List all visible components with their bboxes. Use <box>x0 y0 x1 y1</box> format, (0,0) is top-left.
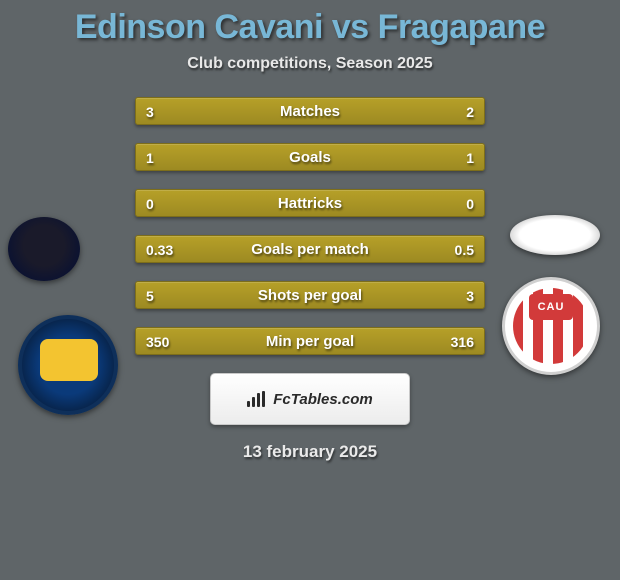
subtitle: Club competitions, Season 2025 <box>0 55 620 73</box>
stat-left: 3 <box>146 98 154 124</box>
stat-right: 316 <box>451 328 474 354</box>
player1-photo-icon <box>8 217 80 281</box>
stat-row: 350 Min per goal 316 <box>135 327 485 355</box>
stat-left: 0.33 <box>146 236 173 262</box>
brand-card: FcTables.com <box>210 373 410 425</box>
stat-row: 3 Matches 2 <box>135 97 485 125</box>
stat-left: 1 <box>146 144 154 170</box>
date-text: 13 february 2025 <box>0 442 620 462</box>
comparison-card: Edinson Cavani vs Fragapane Club competi… <box>0 0 620 580</box>
stat-left: 0 <box>146 190 154 216</box>
player2-club-badge-icon: CAU <box>502 277 600 375</box>
stats-rows: 3 Matches 2 1 Goals 1 0 Hattricks 0 0.33… <box>135 97 485 355</box>
title-vs: vs <box>332 8 369 46</box>
stat-label: Matches <box>136 98 484 124</box>
page-title: Edinson Cavani vs Fragapane <box>0 8 620 47</box>
stat-label: Hattricks <box>136 190 484 216</box>
stat-right: 0 <box>466 190 474 216</box>
stat-label: Goals <box>136 144 484 170</box>
stat-left: 5 <box>146 282 154 308</box>
bar-chart-icon <box>247 391 267 407</box>
stat-right: 1 <box>466 144 474 170</box>
stat-label: Shots per goal <box>136 282 484 308</box>
stat-label: Min per goal <box>136 328 484 354</box>
brand-text: FcTables.com <box>273 391 372 408</box>
stat-row: 5 Shots per goal 3 <box>135 281 485 309</box>
player1-club-badge-icon <box>18 315 118 415</box>
stats-stage: CAU 3 Matches 2 1 Goals 1 0 Hattricks 0 … <box>0 97 620 355</box>
badge-text: CAU <box>529 294 573 320</box>
player2-photo-icon <box>510 215 600 255</box>
stat-right: 0.5 <box>455 236 474 262</box>
stat-row: 1 Goals 1 <box>135 143 485 171</box>
stat-label: Goals per match <box>136 236 484 262</box>
title-player2: Fragapane <box>378 8 545 46</box>
stat-right: 2 <box>466 98 474 124</box>
title-player1: Edinson Cavani <box>75 8 323 46</box>
stat-row: 0.33 Goals per match 0.5 <box>135 235 485 263</box>
stat-left: 350 <box>146 328 169 354</box>
stat-right: 3 <box>466 282 474 308</box>
stat-row: 0 Hattricks 0 <box>135 189 485 217</box>
